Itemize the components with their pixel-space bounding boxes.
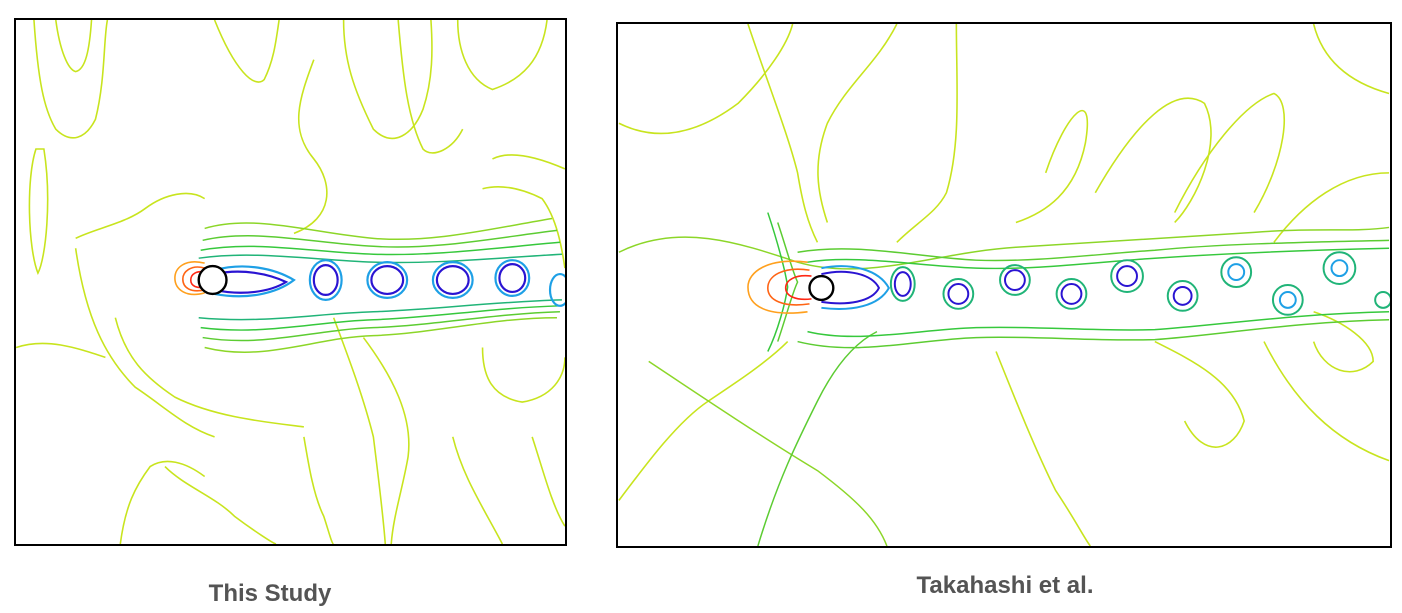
near-wake-contour	[214, 270, 289, 294]
vortex-core	[548, 272, 565, 307]
mid-field-contour	[777, 222, 799, 342]
near-wake-contour	[821, 265, 891, 310]
stagnation-contour	[784, 274, 812, 301]
vortex-core	[1004, 269, 1026, 291]
far-field-contour	[114, 317, 304, 428]
far-field-contour	[896, 24, 958, 243]
far-field-contour	[492, 154, 565, 170]
far-field-contour	[293, 59, 328, 235]
mid-field-contour	[797, 318, 1390, 349]
mid-field-contour	[202, 229, 558, 248]
vortex-core	[366, 261, 409, 299]
stagnation-contour	[747, 260, 808, 314]
cylinder	[808, 274, 835, 302]
mid-field-contour	[204, 217, 553, 241]
vortex-core	[494, 259, 531, 297]
far-field-contour	[332, 317, 387, 544]
far-field-contour	[618, 24, 794, 135]
caption-takahashi: Takahashi et al.	[916, 572, 1094, 599]
vortex-core	[1110, 259, 1144, 293]
mid-field-contour	[204, 316, 557, 353]
far-field-contour	[1094, 97, 1212, 224]
vortex-core	[1374, 290, 1390, 309]
mid-field-contour	[807, 247, 1390, 270]
caption-this-study: This Study	[208, 580, 332, 607]
mid-field-contour	[648, 360, 888, 546]
vortex-core	[370, 265, 405, 296]
stagnation-contour	[767, 268, 810, 306]
far-field-contour	[481, 347, 565, 403]
stagnation-contour	[174, 261, 205, 296]
far-field-contour	[213, 20, 280, 83]
far-field-contour	[482, 185, 565, 269]
vortex-core	[1322, 251, 1357, 285]
vortex-core	[942, 278, 975, 310]
mid-field-contour	[200, 305, 560, 331]
far-field-contour	[1312, 24, 1390, 95]
vortex-core	[1227, 263, 1246, 282]
far-field-contour	[119, 460, 206, 544]
far-field-contour	[531, 436, 565, 527]
mid-field-contour	[200, 241, 561, 256]
far-field-contour	[1273, 172, 1390, 243]
far-field-contour	[164, 466, 277, 544]
vortex-core	[999, 264, 1031, 296]
mid-field-contour	[797, 239, 1390, 262]
vortex-core	[1060, 283, 1083, 305]
far-field-contour	[397, 20, 464, 154]
far-field-contour	[16, 342, 106, 359]
vortex-core	[1220, 256, 1253, 288]
vortex-core	[1166, 280, 1199, 312]
vortex-core	[1278, 290, 1297, 309]
far-field-contour	[75, 192, 206, 240]
far-field-contour	[303, 436, 335, 544]
far-field-contour	[1015, 109, 1089, 224]
contour-panel-takahashi	[616, 22, 1392, 548]
contour-panel-this-study	[14, 18, 567, 546]
mid-field-contour	[807, 311, 1390, 338]
mid-field-contour	[757, 330, 878, 546]
far-field-contour	[1154, 340, 1245, 448]
far-field-contour	[342, 20, 433, 140]
far-field-contour	[33, 20, 109, 139]
near-wake-contour	[214, 265, 296, 298]
far-field-contour	[747, 24, 819, 243]
vortex-core	[1172, 285, 1193, 306]
far-field-contour	[362, 337, 410, 544]
far-field-contour	[451, 436, 504, 544]
vortex-core	[1116, 265, 1138, 287]
vortex-core	[1271, 284, 1304, 316]
stagnation-contour	[189, 270, 207, 289]
mid-field-contour	[202, 311, 560, 342]
vortex-core	[312, 264, 339, 296]
vortex-core	[431, 261, 474, 299]
far-field-contour	[1263, 341, 1390, 462]
vortex-core	[435, 265, 470, 296]
mid-field-contour	[767, 212, 789, 352]
mid-field-contour	[618, 226, 1390, 270]
vortex-core	[308, 259, 343, 301]
vortex-core	[1055, 278, 1088, 310]
far-field-contour	[995, 351, 1091, 546]
near-wake-contour	[821, 270, 881, 305]
vortex-core	[1330, 259, 1349, 278]
vortex-core	[498, 263, 527, 294]
far-field-contour	[456, 20, 548, 91]
far-field-contour	[28, 148, 49, 275]
far-field-contour	[74, 248, 215, 438]
vortex-core	[947, 283, 970, 305]
far-field-contour	[55, 20, 93, 73]
far-field-contour	[817, 24, 898, 223]
far-field-contour	[1173, 92, 1286, 213]
mid-field-contour	[198, 253, 562, 264]
vortex-core	[889, 266, 916, 302]
mid-field-contour	[198, 299, 562, 321]
vortex-core	[893, 271, 912, 297]
contour-plot-this-study	[16, 20, 565, 544]
stagnation-contour	[182, 266, 205, 292]
contour-plot-takahashi	[618, 24, 1390, 546]
cylinder	[197, 264, 228, 296]
far-field-contour	[1312, 311, 1374, 373]
far-field-contour	[618, 341, 789, 501]
